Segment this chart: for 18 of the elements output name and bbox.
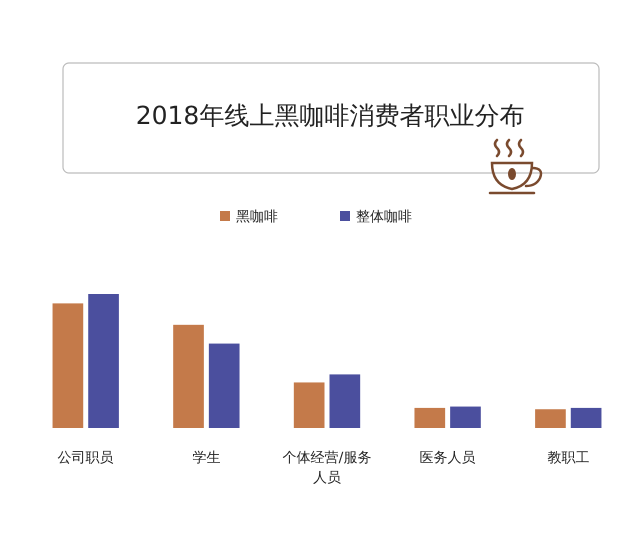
bar xyxy=(570,408,602,428)
legend-label: 黑咖啡 xyxy=(236,209,278,225)
bar xyxy=(88,294,119,428)
legend-label: 整体咖啡 xyxy=(356,209,412,225)
x-tick-label: 个体经营/服务人员 xyxy=(282,450,372,486)
x-tick-label: 学生 xyxy=(192,450,220,466)
bar xyxy=(294,382,325,428)
bar xyxy=(208,344,240,428)
bar xyxy=(414,408,446,428)
bar xyxy=(173,324,204,428)
x-tick-label: 公司职员 xyxy=(58,450,114,466)
x-tick-label: 教职工 xyxy=(547,450,590,466)
bar xyxy=(52,303,84,428)
bar xyxy=(329,374,360,428)
bar xyxy=(535,409,566,428)
bar xyxy=(450,406,481,428)
chart-title: 2018年线上黑咖啡消费者职业分布 xyxy=(136,101,524,130)
x-tick-label: 医务人员 xyxy=(420,450,476,466)
